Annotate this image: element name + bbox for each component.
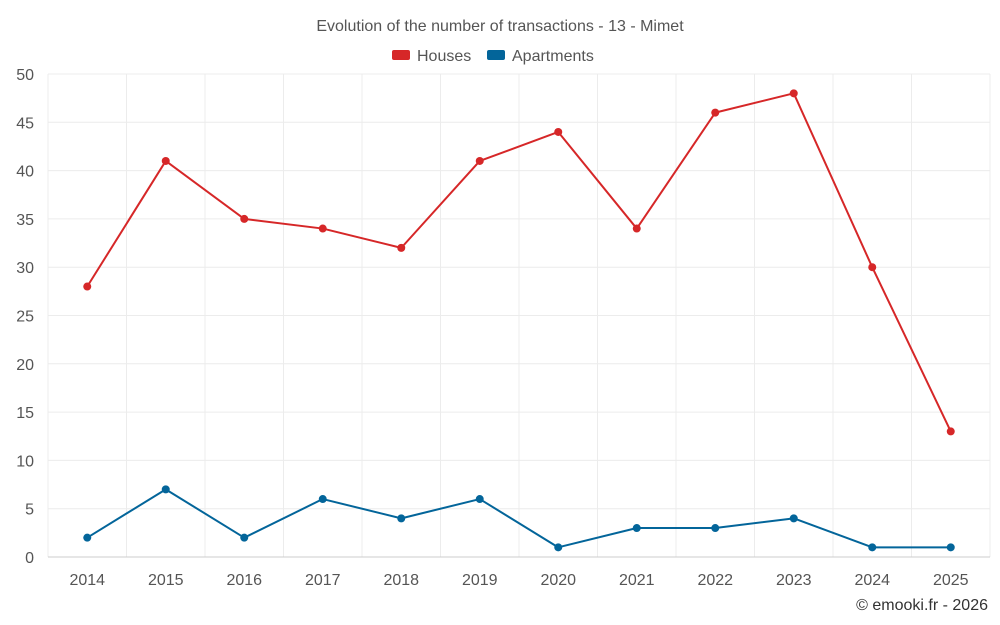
legend-swatch-apartments [487, 50, 505, 60]
legend-label-houses[interactable]: Houses [417, 48, 471, 65]
y-tick-label: 35 [16, 212, 34, 229]
data-point-apartments[interactable] [789, 514, 798, 523]
x-tick-label: 2014 [69, 572, 105, 589]
legend-label-apartments[interactable]: Apartments [512, 48, 594, 65]
data-point-houses[interactable] [868, 263, 877, 272]
x-tick-label: 2015 [148, 572, 184, 589]
data-point-apartments[interactable] [83, 533, 92, 542]
chart-title: Evolution of the number of transactions … [316, 18, 684, 35]
data-point-houses[interactable] [632, 224, 641, 233]
y-tick-label: 15 [16, 405, 34, 422]
y-tick-label: 45 [16, 115, 34, 132]
x-tick-label: 2020 [540, 572, 576, 589]
data-point-houses[interactable] [240, 214, 249, 223]
data-point-apartments[interactable] [240, 533, 249, 542]
data-point-houses[interactable] [318, 224, 327, 233]
grid [47, 73, 991, 557]
y-tick-label: 20 [16, 357, 34, 374]
x-tick-label: 2025 [933, 572, 969, 589]
data-point-apartments[interactable] [632, 524, 641, 533]
data-point-apartments[interactable] [868, 543, 877, 552]
x-tick-label: 2018 [383, 572, 419, 589]
data-point-houses[interactable] [83, 282, 92, 291]
data-point-houses[interactable] [946, 427, 955, 436]
series-layer [83, 89, 955, 552]
legend-swatch-houses [392, 50, 410, 60]
data-point-houses[interactable] [789, 89, 798, 98]
legend: Houses Apartments [392, 48, 594, 65]
y-tick-label: 40 [16, 164, 34, 181]
series-line-houses [86, 92, 952, 432]
y-tick-label: 50 [16, 67, 34, 84]
data-point-houses[interactable] [554, 127, 563, 136]
y-tick-label: 0 [25, 550, 34, 567]
x-tick-label: 2016 [226, 572, 262, 589]
data-point-apartments[interactable] [161, 485, 170, 494]
y-axis-ticks: 0 5 10 15 20 25 30 35 40 45 50 [16, 67, 34, 567]
credit-text: © emooki.fr - 2026 [856, 597, 988, 614]
y-tick-label: 10 [16, 453, 34, 470]
data-point-houses[interactable] [161, 156, 170, 165]
data-point-apartments[interactable] [554, 543, 563, 552]
data-point-apartments[interactable] [946, 543, 955, 552]
data-point-houses[interactable] [397, 243, 406, 252]
data-point-apartments[interactable] [318, 495, 327, 504]
x-tick-label: 2022 [697, 572, 733, 589]
y-tick-label: 25 [16, 309, 34, 326]
data-point-apartments[interactable] [711, 524, 720, 533]
y-tick-label: 30 [16, 260, 34, 277]
x-tick-label: 2024 [854, 572, 890, 589]
data-point-houses[interactable] [711, 108, 720, 117]
data-point-apartments[interactable] [475, 495, 484, 504]
x-tick-label: 2021 [619, 572, 655, 589]
x-tick-label: 2017 [305, 572, 341, 589]
data-point-houses[interactable] [475, 156, 484, 165]
x-tick-label: 2019 [462, 572, 498, 589]
data-point-apartments[interactable] [397, 514, 406, 523]
x-axis-ticks: 2014 2015 2016 2017 2018 2019 2020 2021 2022 2023… [69, 572, 968, 589]
x-tick-label: 2023 [776, 572, 812, 589]
series-line-apartments [86, 488, 951, 549]
y-tick-label: 5 [25, 502, 34, 519]
